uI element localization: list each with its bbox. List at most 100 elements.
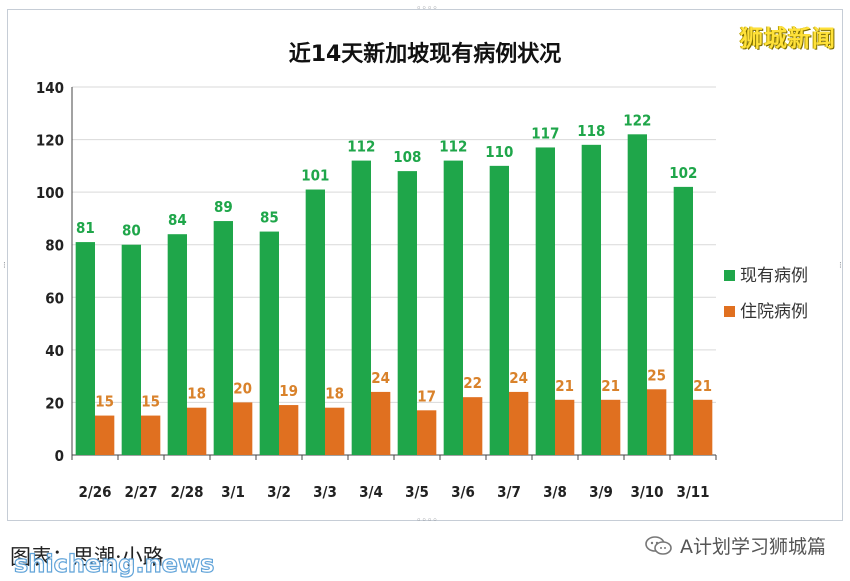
data-label-hospital: 24 bbox=[509, 369, 528, 387]
data-label-hospital: 24 bbox=[371, 369, 390, 387]
data-label-current: 110 bbox=[485, 143, 513, 161]
data-label-current: 112 bbox=[439, 138, 467, 156]
bar-current bbox=[489, 165, 509, 455]
legend-label: 住院病例 bbox=[740, 302, 808, 322]
legend-swatch bbox=[724, 270, 735, 281]
bar-current bbox=[397, 171, 417, 455]
x-tick-label: 3/2 bbox=[267, 483, 291, 501]
resize-handle-left[interactable]: ⁝ bbox=[3, 261, 6, 271]
resize-handle-bottom[interactable]: ◦◦◦◦ bbox=[416, 516, 438, 526]
legend-item-hospital[interactable]: 住院病例 bbox=[724, 302, 808, 322]
x-tick-label: 3/7 bbox=[497, 483, 521, 501]
data-label-current: 101 bbox=[301, 167, 329, 185]
x-tick-label: 3/5 bbox=[405, 483, 429, 501]
bar-hospital bbox=[647, 389, 667, 455]
bar-hospital bbox=[279, 405, 299, 455]
data-label-current: 108 bbox=[393, 148, 421, 166]
data-label-current: 112 bbox=[347, 138, 375, 156]
y-tick-label: 40 bbox=[45, 342, 64, 360]
data-label-hospital: 21 bbox=[555, 377, 574, 395]
y-axis: 0 20 40 60 80 100 120 140 bbox=[36, 79, 73, 465]
y-tick-label: 140 bbox=[36, 79, 64, 97]
bar-hospital bbox=[693, 399, 713, 455]
data-label-hospital: 20 bbox=[233, 379, 252, 397]
wechat-account[interactable]: A计划学习狮城篇 bbox=[644, 532, 826, 559]
bar-current bbox=[167, 234, 187, 455]
account-name: A计划学习狮城篇 bbox=[680, 536, 826, 558]
data-label-hospital: 25 bbox=[647, 366, 666, 384]
data-label-current: 80 bbox=[122, 222, 141, 240]
data-label-current: 89 bbox=[214, 198, 233, 216]
x-tick-label: 3/6 bbox=[451, 483, 475, 501]
x-tick-label: 3/8 bbox=[543, 483, 567, 501]
data-label-hospital: 21 bbox=[693, 377, 712, 395]
bar-hospital bbox=[141, 415, 161, 455]
x-tick-label: 3/9 bbox=[589, 483, 613, 501]
bar-hospital bbox=[417, 410, 437, 455]
legend-item-current[interactable]: 现有病例 bbox=[724, 266, 808, 286]
bar-current bbox=[443, 160, 463, 455]
x-tick-label: 2/28 bbox=[170, 483, 203, 501]
data-label-hospital: 15 bbox=[141, 393, 160, 411]
resize-handle-top[interactable]: ◦◦◦◦ bbox=[416, 4, 438, 14]
legend-swatch bbox=[724, 306, 735, 317]
y-tick-label: 60 bbox=[45, 289, 64, 307]
bar-current bbox=[259, 231, 279, 455]
bar-current bbox=[121, 244, 141, 455]
data-label-current: 102 bbox=[669, 164, 697, 182]
legend-label: 现有病例 bbox=[740, 266, 808, 286]
x-tick-label: 3/10 bbox=[630, 483, 663, 501]
bar-current bbox=[627, 134, 647, 456]
data-label-current: 122 bbox=[623, 111, 651, 129]
bar-hospital bbox=[233, 402, 253, 455]
bar-hospital bbox=[371, 391, 391, 455]
bar-current bbox=[213, 221, 233, 455]
data-label-hospital: 15 bbox=[95, 393, 114, 411]
bar-current bbox=[75, 242, 95, 455]
bar-hospital bbox=[601, 399, 621, 455]
bars bbox=[75, 134, 713, 456]
data-label-hospital: 17 bbox=[417, 387, 436, 405]
data-label-hospital: 21 bbox=[601, 377, 620, 395]
figure-caption: 图表：思潮·小路 bbox=[10, 545, 164, 569]
x-axis: 2/26 2/27 2/28 3/1 3/2 3/3 3/4 3/5 3/6 3/7 3/8 3/9 3… bbox=[71, 454, 717, 501]
data-label-current: 81 bbox=[76, 219, 95, 237]
y-tick-label: 80 bbox=[45, 237, 64, 255]
bar-hospital bbox=[463, 397, 483, 455]
data-label-hospital: 19 bbox=[279, 382, 298, 400]
data-label-current: 117 bbox=[531, 124, 559, 142]
x-tick-label: 2/27 bbox=[124, 483, 157, 501]
bar-hospital bbox=[187, 407, 207, 455]
resize-handle-right[interactable]: ⁝ bbox=[839, 261, 842, 271]
bar-current bbox=[351, 160, 371, 455]
x-tick-label: 3/4 bbox=[359, 483, 383, 501]
bar-current bbox=[305, 189, 325, 455]
data-label-hospital: 18 bbox=[325, 385, 344, 403]
y-tick-label: 20 bbox=[45, 394, 64, 412]
y-tick-label: 100 bbox=[36, 184, 64, 202]
bar-hospital bbox=[325, 407, 345, 455]
x-tick-label: 3/1 bbox=[221, 483, 245, 501]
bar-hospital bbox=[95, 415, 115, 455]
y-tick-label: 120 bbox=[36, 132, 64, 150]
brand-logo-text: 狮城新闻 bbox=[740, 26, 836, 52]
bar-current bbox=[673, 186, 693, 455]
x-tick-label: 3/11 bbox=[676, 483, 709, 501]
bar-current bbox=[535, 147, 555, 455]
site-watermark: shicheng.news bbox=[13, 549, 215, 578]
x-tick-label: 2/26 bbox=[78, 483, 111, 501]
bar-hospital bbox=[555, 399, 575, 455]
x-tick-label: 3/3 bbox=[313, 483, 337, 501]
bar-hospital bbox=[509, 391, 529, 455]
data-labels: 81 15 80 15 84 18 89 20 85 19 101 18 112 24 108 17 112 22… bbox=[76, 111, 712, 410]
data-label-hospital: 22 bbox=[463, 374, 482, 392]
bar-current bbox=[581, 144, 601, 456]
chart-title: 近14天新加坡现有病例状况 bbox=[289, 41, 562, 67]
data-label-current: 85 bbox=[260, 209, 279, 227]
y-tick-label: 0 bbox=[55, 447, 64, 465]
wechat-icon bbox=[644, 535, 674, 557]
data-label-hospital: 18 bbox=[187, 385, 206, 403]
data-label-current: 84 bbox=[168, 211, 187, 229]
